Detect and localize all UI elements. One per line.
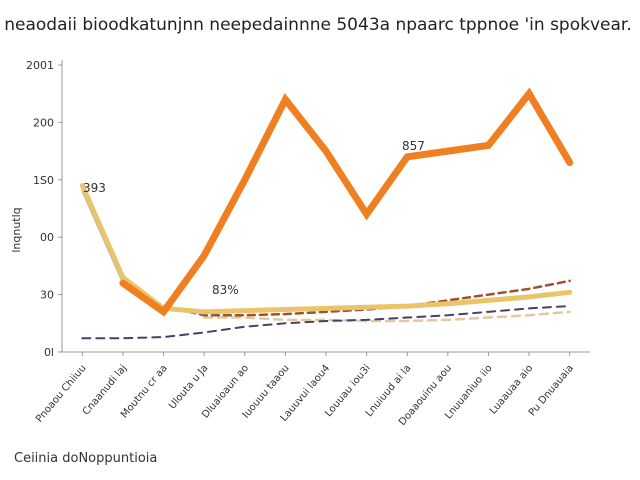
y-tick-label: 30	[40, 289, 54, 302]
y-tick-label: 2001	[26, 59, 54, 72]
y-tick-label: 0l	[44, 346, 54, 359]
y-tick-label: 200	[33, 116, 54, 129]
line-series	[81, 305, 571, 340]
line-series	[119, 87, 574, 317]
annotation: 393	[83, 181, 106, 195]
x-tick-label: Ulouta u Ja	[167, 363, 210, 412]
line-series	[202, 310, 571, 323]
line-series	[121, 279, 571, 317]
y-tick-label: 1S0	[33, 174, 54, 187]
chart-title: neaodaii bioodkatunjnn neepedainnne 5043…	[4, 15, 632, 35]
x-tick-label: Pnoaou Chiiuu	[34, 363, 88, 425]
line-series	[79, 183, 573, 315]
footer: Ceiinia doNoppuntioia	[14, 451, 157, 466]
annotation: 857	[402, 139, 425, 153]
y-axis-label: lnqnutlq	[10, 207, 23, 252]
y-tick-label: 00	[40, 231, 54, 244]
annotation: 83%	[212, 283, 239, 297]
